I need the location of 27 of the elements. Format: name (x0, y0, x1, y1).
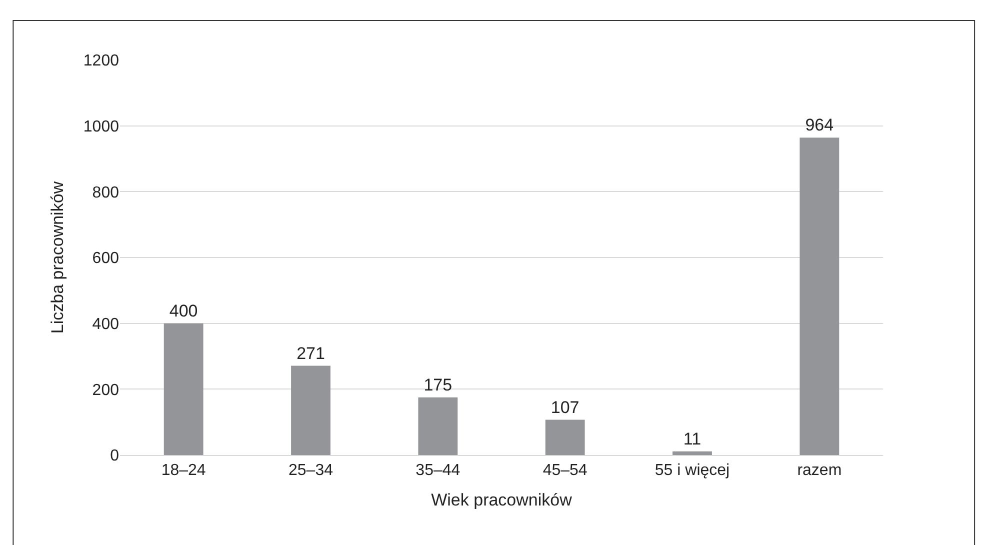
x-tick-label: 18–24 (161, 462, 206, 480)
y-tick-label: 800 (92, 184, 120, 202)
x-axis-title: Wiek pracowników (431, 490, 573, 510)
y-tick-label: 400 (92, 316, 120, 333)
y-tick-label: 200 (92, 382, 120, 399)
data-label: 175 (424, 375, 452, 394)
bar (291, 366, 330, 455)
bar (800, 138, 840, 455)
y-tick-label: 1200 (83, 52, 120, 70)
data-label: 11 (683, 429, 702, 448)
bar (672, 451, 712, 455)
data-label: 107 (550, 398, 580, 417)
bar (418, 397, 458, 455)
y-tick-label: 0 (110, 448, 120, 465)
y-tick-label: 1000 (83, 118, 120, 136)
data-label: 400 (169, 301, 198, 320)
data-label: 271 (296, 344, 325, 363)
x-tick-label: 35–44 (416, 462, 460, 480)
x-tick-label: 25–34 (288, 462, 334, 480)
bar (164, 323, 204, 455)
x-tick-label: razem (797, 462, 842, 480)
x-tick-label: 55 i więcej (654, 462, 730, 480)
bar (545, 420, 585, 455)
data-label: 964 (805, 116, 834, 135)
y-axis-title: Liczba pracowników (48, 180, 67, 334)
y-tick-label: 600 (92, 250, 120, 268)
x-tick-label: 45–54 (542, 462, 588, 480)
